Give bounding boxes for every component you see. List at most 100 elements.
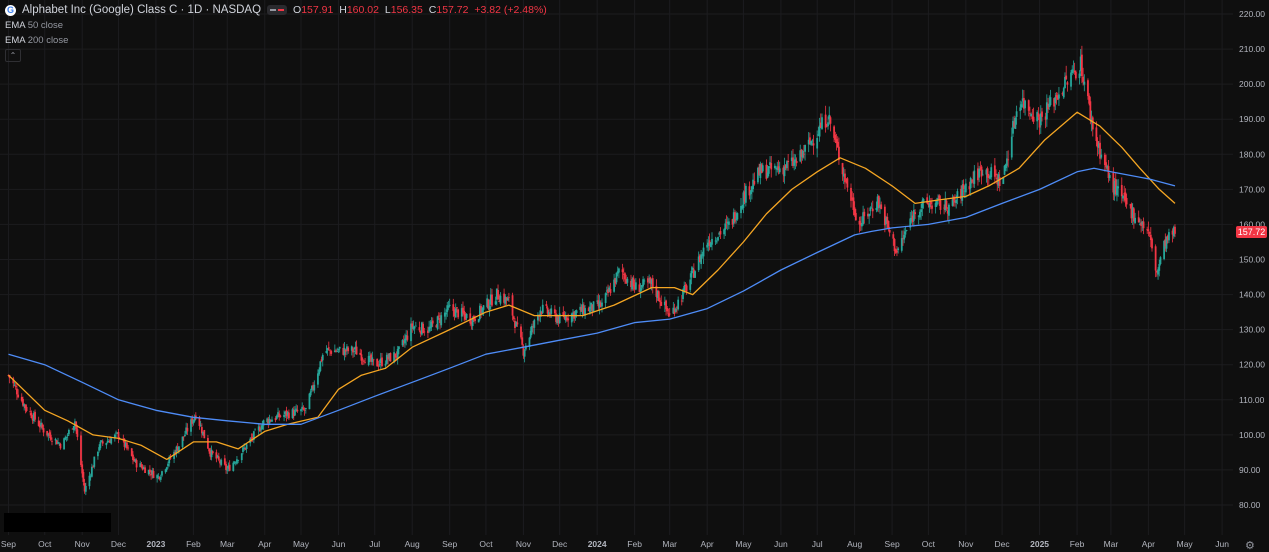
gear-icon[interactable]: ⚙ <box>1245 540 1255 552</box>
candle-body <box>981 174 984 176</box>
candle-body <box>140 464 143 467</box>
candle-body <box>1168 232 1170 241</box>
candle-body <box>1083 81 1086 85</box>
indicator-ema-50[interactable]: EMA 50 close <box>5 20 64 31</box>
candle-body <box>413 326 416 329</box>
candle-body <box>719 231 722 235</box>
candle-body <box>262 420 265 426</box>
candle-body <box>1089 101 1092 120</box>
price-tick-label: 130.00 <box>1239 325 1265 335</box>
chevron-up-icon[interactable]: ⌃ <box>5 49 21 62</box>
candle-body <box>972 179 975 183</box>
candle-body <box>787 160 790 163</box>
candle-body <box>68 429 70 435</box>
price-tick-label: 170.00 <box>1239 184 1265 194</box>
time-tick-label: Feb <box>627 539 642 549</box>
candle-body <box>702 247 705 257</box>
candle-body <box>1027 100 1030 111</box>
candle-body <box>200 427 203 434</box>
candle-body <box>811 140 814 142</box>
candle-body <box>734 212 736 222</box>
candle-body <box>601 302 603 307</box>
candle-body <box>934 203 937 207</box>
candle-body <box>395 356 398 358</box>
candle-body <box>142 467 145 470</box>
candle-body <box>225 464 227 470</box>
candle-body <box>530 325 533 333</box>
candle-body <box>948 204 950 216</box>
candle-body <box>83 483 86 492</box>
time-tick-label: Nov <box>516 539 532 549</box>
time-tick-label: Apr <box>258 539 271 549</box>
candle-body <box>37 420 40 426</box>
candle-body <box>1139 224 1141 226</box>
price-tick-label: 90.00 <box>1239 465 1261 475</box>
candle-body <box>674 308 677 312</box>
candle-body <box>389 353 392 362</box>
candle-body <box>158 476 161 480</box>
candle-body <box>690 270 693 278</box>
candle-body <box>275 415 278 419</box>
candle-body <box>846 178 849 188</box>
candle-body <box>487 299 490 309</box>
candle-body <box>101 441 104 444</box>
candle-body <box>863 211 866 217</box>
candle-body <box>480 306 483 314</box>
candle-body <box>892 234 895 239</box>
candle-body <box>327 347 330 349</box>
candle-body <box>844 173 846 183</box>
candle-body <box>122 438 125 440</box>
candle-body <box>168 456 171 464</box>
time-tick-label: Aug <box>847 539 862 549</box>
candle-body <box>291 409 294 418</box>
candle-body <box>1014 117 1017 129</box>
candle-body <box>931 205 933 209</box>
candle-body <box>938 195 941 200</box>
candle-body <box>17 394 20 398</box>
candle-body <box>879 204 881 208</box>
candle-body <box>995 173 997 176</box>
candle-body <box>100 440 103 442</box>
candle-body <box>818 125 821 137</box>
candle-body <box>537 314 539 321</box>
candle-body <box>783 166 786 177</box>
candle-body <box>420 322 423 335</box>
candle-body <box>1038 117 1041 128</box>
price-tick-label: 180.00 <box>1239 149 1265 159</box>
candle-body <box>835 139 838 144</box>
candle-body <box>404 338 406 344</box>
candle-body <box>1129 204 1132 206</box>
indicator-ema-200[interactable]: EMA 200 close <box>5 35 69 46</box>
candle-body <box>618 268 620 273</box>
candle-body <box>904 231 907 235</box>
candle-body <box>232 462 235 471</box>
candle-body <box>821 117 823 129</box>
candle-body <box>471 317 474 327</box>
candle-body <box>97 451 99 457</box>
candle-body <box>691 267 694 270</box>
candle-body <box>342 347 345 355</box>
candle-body <box>836 141 839 148</box>
candle-body <box>474 318 476 321</box>
symbol-title[interactable]: Alphabet Inc (Google) Class C · 1D · NAS… <box>22 4 262 16</box>
candle-body <box>418 327 421 331</box>
candle-body <box>132 454 134 460</box>
candle-body <box>350 346 353 351</box>
candle-body <box>963 190 966 192</box>
candle-body <box>361 358 364 360</box>
candle-body <box>970 179 973 181</box>
candle-body <box>89 475 92 477</box>
candle-body <box>597 300 600 307</box>
candle-body <box>954 200 956 203</box>
candle-body <box>464 313 467 320</box>
candle-body <box>379 358 382 364</box>
candle-body <box>914 212 916 215</box>
candle-body <box>141 466 144 470</box>
ema-50-line <box>8 111 1176 461</box>
candle-body <box>708 240 711 246</box>
candle-body <box>625 279 628 284</box>
candle-body <box>57 442 59 444</box>
candle-body <box>59 443 62 449</box>
compare-toggle-icon[interactable] <box>267 5 288 15</box>
